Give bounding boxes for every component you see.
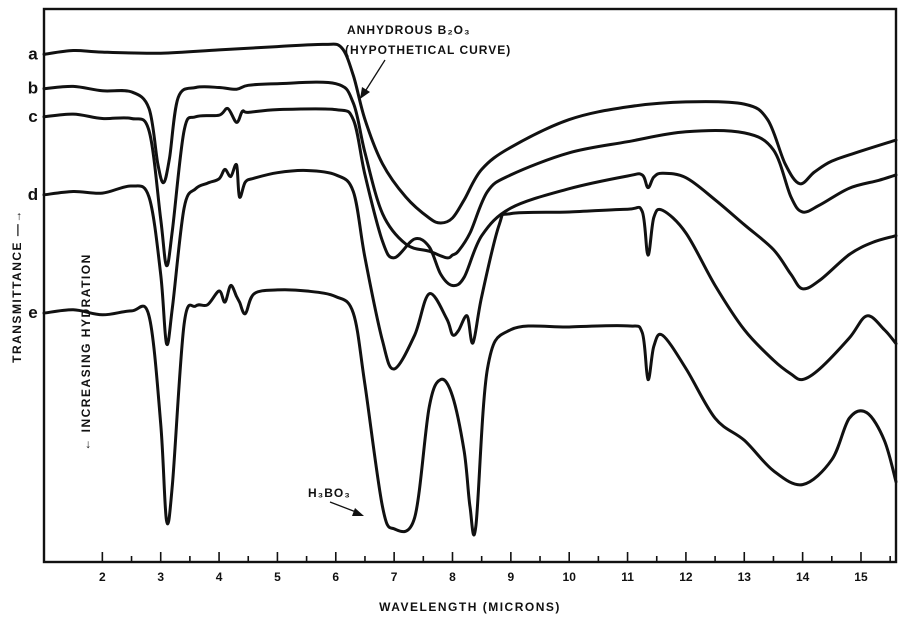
curve-label-e: e [28,303,37,322]
x-tick-label-7: 7 [391,570,398,584]
y-axis-title: TRANSMITTANCE —→ [10,209,24,363]
x-tick-label-5: 5 [274,570,281,584]
curve-c [42,106,898,291]
curve-label-b: b [28,79,38,98]
x-tick-label-8: 8 [449,570,456,584]
annotation-hypothetical: (HYPOTHETICAL CURVE) [345,43,511,57]
hydration-label: ← INCREASING HYDRATION [79,253,93,450]
x-tick-label-11: 11 [621,570,634,584]
x-tick-label-10: 10 [563,570,577,584]
curve-a [42,42,898,225]
x-tick-label-2: 2 [99,570,106,584]
curve-e [42,284,898,537]
curve-label-a: a [28,44,38,63]
x-tick-label-6: 6 [332,570,339,584]
x-axis-ticks [101,552,891,562]
x-tick-label-13: 13 [738,570,752,584]
x-tick-label-9: 9 [508,570,515,584]
spectrum-curves [42,42,898,537]
annotation-anhydrous-arrowhead [360,87,370,99]
annotation-anhydrous-leader [365,59,386,91]
plot-frame [42,7,898,564]
x-tick-label-12: 12 [679,570,693,584]
annotation-h3bo3: H₃BO₃ [308,486,351,500]
annotation-anhydrous: ANHYDROUS B₂O₃ [347,23,471,37]
x-axis-tick-labels: 2 3 4 5 6 7 8 9 10 11 12 13 14 15 [99,570,868,584]
curve-label-d: d [28,185,38,204]
curve-letter-labels: abc d e [28,44,38,322]
curve-b [42,80,898,260]
x-tick-label-14: 14 [796,570,810,584]
annotation-h3bo3-arrowhead [352,508,364,516]
curve-label-c: c [28,107,37,126]
x-tick-label-3: 3 [157,570,164,584]
x-tick-label-4: 4 [216,570,223,584]
x-axis-title: WAVELENGTH (MICRONS) [379,600,561,614]
curve-d [42,162,898,382]
annotation-h3bo3-leader [329,501,357,513]
x-tick-label-15: 15 [854,570,868,584]
